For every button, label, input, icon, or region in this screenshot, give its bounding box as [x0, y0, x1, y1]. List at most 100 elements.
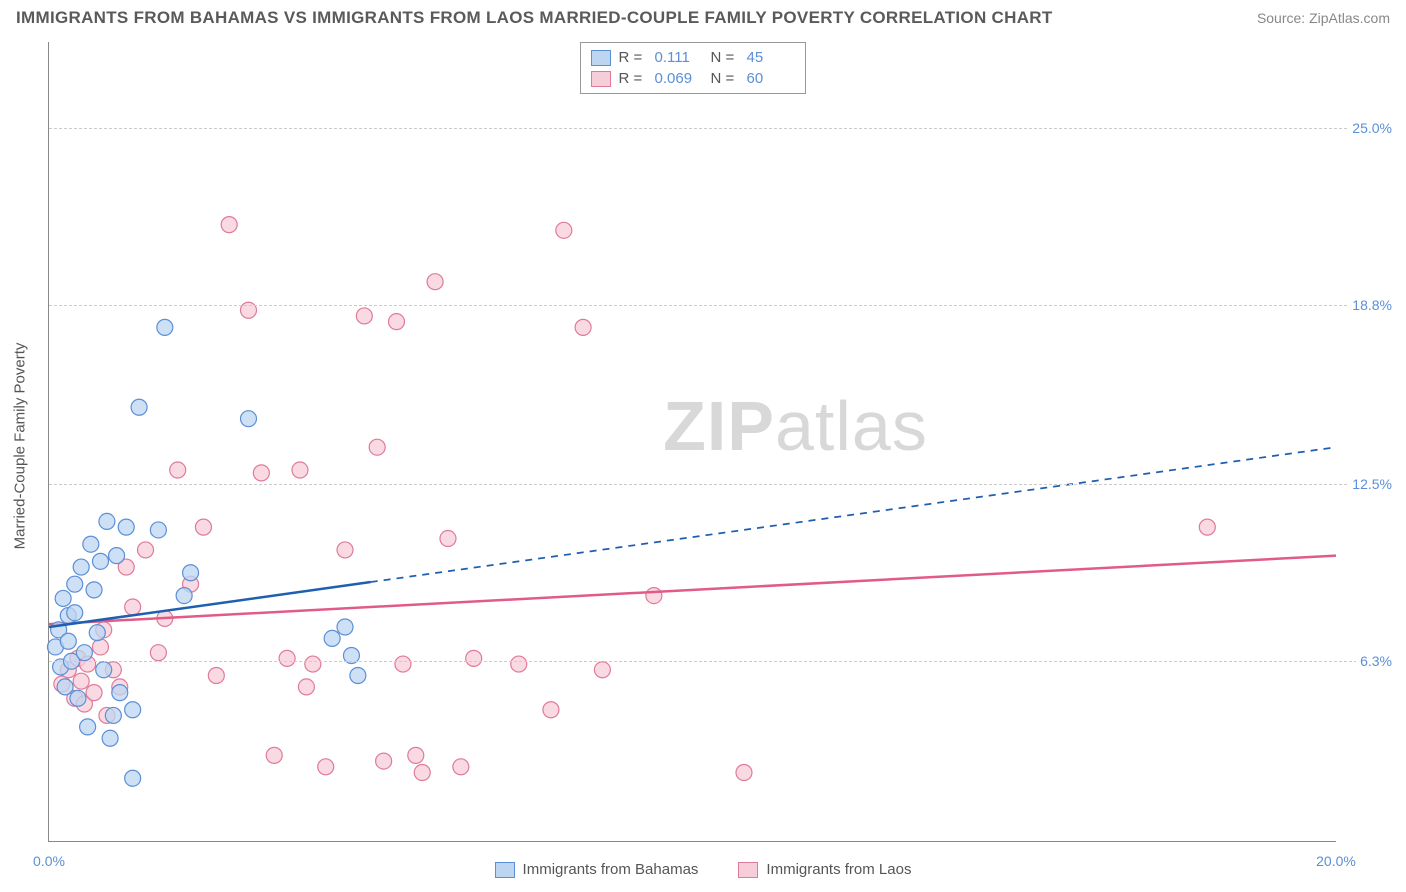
- scatter-plot-svg: [49, 42, 1336, 841]
- legend-n-label: N =: [711, 70, 739, 87]
- scatter-point: [736, 765, 752, 781]
- scatter-point: [105, 707, 121, 723]
- scatter-point: [594, 662, 610, 678]
- scatter-point: [125, 702, 141, 718]
- scatter-point: [511, 656, 527, 672]
- scatter-point: [70, 690, 86, 706]
- legend-n-value: 45: [747, 49, 795, 66]
- scatter-point: [266, 747, 282, 763]
- legend-swatch: [738, 862, 758, 878]
- legend-r-value: 0.069: [655, 70, 703, 87]
- scatter-point: [240, 411, 256, 427]
- scatter-point: [112, 685, 128, 701]
- scatter-point: [86, 582, 102, 598]
- scatter-point: [92, 639, 108, 655]
- scatter-point: [376, 753, 392, 769]
- scatter-point: [138, 542, 154, 558]
- scatter-point: [208, 667, 224, 683]
- y-tick-label: 12.5%: [1348, 476, 1392, 492]
- legend-swatch: [591, 50, 611, 66]
- scatter-point: [89, 625, 105, 641]
- scatter-point: [318, 759, 334, 775]
- scatter-point: [337, 619, 353, 635]
- scatter-point: [324, 630, 340, 646]
- scatter-point: [440, 531, 456, 547]
- trend-line-dashed: [371, 447, 1336, 582]
- scatter-point: [369, 439, 385, 455]
- scatter-point: [1199, 519, 1215, 535]
- scatter-point: [183, 565, 199, 581]
- scatter-point: [575, 319, 591, 335]
- scatter-point: [67, 605, 83, 621]
- scatter-point: [109, 548, 125, 564]
- scatter-point: [99, 513, 115, 529]
- scatter-point: [253, 465, 269, 481]
- gridline: [49, 484, 1392, 485]
- scatter-point: [67, 576, 83, 592]
- scatter-point: [96, 662, 112, 678]
- legend-stats-row: R = 0.111 N = 45: [591, 47, 795, 68]
- scatter-point: [388, 314, 404, 330]
- scatter-point: [556, 222, 572, 238]
- scatter-point: [86, 685, 102, 701]
- scatter-point: [57, 679, 73, 695]
- scatter-point: [55, 590, 71, 606]
- source-attr: Source: ZipAtlas.com: [1257, 10, 1390, 26]
- scatter-point: [292, 462, 308, 478]
- y-tick-label: 25.0%: [1348, 120, 1392, 136]
- legend-item: Immigrants from Bahamas: [495, 861, 699, 878]
- legend-r-value: 0.111: [655, 49, 703, 66]
- scatter-point: [298, 679, 314, 695]
- y-axis-label: Married-Couple Family Poverty: [12, 343, 29, 550]
- scatter-point: [427, 274, 443, 290]
- scatter-point: [76, 645, 92, 661]
- trend-line-solid: [49, 556, 1336, 624]
- legend-stats-row: R = 0.069 N = 60: [591, 68, 795, 89]
- legend-r-label: R =: [619, 70, 647, 87]
- gridline: [49, 305, 1392, 306]
- scatter-point: [80, 719, 96, 735]
- scatter-point: [414, 765, 430, 781]
- scatter-point: [543, 702, 559, 718]
- scatter-point: [350, 667, 366, 683]
- gridline: [49, 128, 1392, 129]
- chart-area: ZIPatlas R =0.111N =45R =0.069N =60 6.3%…: [48, 42, 1336, 842]
- chart-title: IMMIGRANTS FROM BAHAMAS VS IMMIGRANTS FR…: [16, 8, 1053, 28]
- scatter-point: [453, 759, 469, 775]
- scatter-point: [118, 519, 134, 535]
- scatter-point: [131, 399, 147, 415]
- scatter-point: [395, 656, 411, 672]
- bottom-legend: Immigrants from Bahamas Immigrants from L…: [0, 861, 1406, 878]
- scatter-point: [337, 542, 353, 558]
- scatter-point: [466, 650, 482, 666]
- legend-label: Immigrants from Laos: [766, 861, 911, 878]
- scatter-point: [305, 656, 321, 672]
- legend-swatch: [591, 71, 611, 87]
- scatter-point: [125, 599, 141, 615]
- scatter-point: [150, 522, 166, 538]
- legend-stats-box: R = 0.111 N = 45 R = 0.069 N = 60: [580, 42, 806, 94]
- legend-n-value: 60: [747, 70, 795, 87]
- y-tick-label: 6.3%: [1356, 653, 1392, 669]
- scatter-point: [83, 536, 99, 552]
- scatter-point: [157, 319, 173, 335]
- scatter-point: [195, 519, 211, 535]
- scatter-point: [102, 730, 118, 746]
- scatter-point: [279, 650, 295, 666]
- legend-n-label: N =: [711, 49, 739, 66]
- legend-label: Immigrants from Bahamas: [523, 861, 699, 878]
- scatter-point: [73, 673, 89, 689]
- scatter-point: [170, 462, 186, 478]
- scatter-point: [73, 559, 89, 575]
- scatter-point: [125, 770, 141, 786]
- legend-r-label: R =: [619, 49, 647, 66]
- scatter-point: [356, 308, 372, 324]
- legend-swatch: [495, 862, 515, 878]
- scatter-point: [60, 633, 76, 649]
- scatter-point: [408, 747, 424, 763]
- scatter-point: [176, 588, 192, 604]
- y-tick-label: 18.8%: [1348, 297, 1392, 313]
- gridline: [49, 661, 1392, 662]
- legend-item: Immigrants from Laos: [738, 861, 911, 878]
- scatter-point: [221, 217, 237, 233]
